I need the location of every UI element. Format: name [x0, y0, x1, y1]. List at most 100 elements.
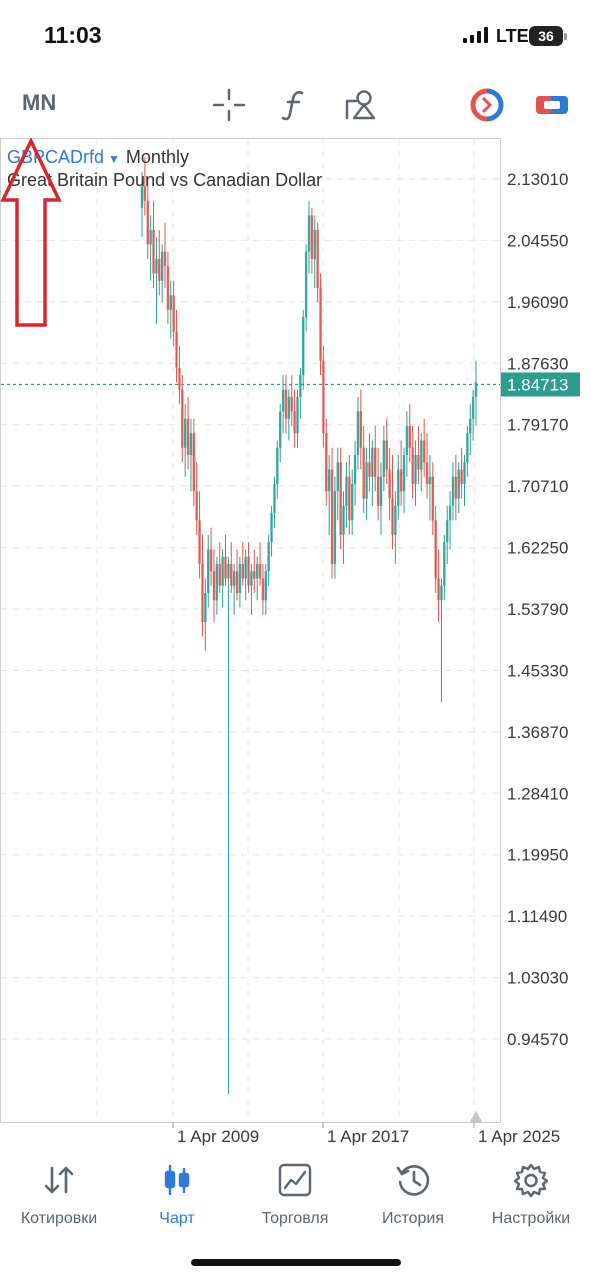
candle-body: [408, 425, 411, 448]
candle-body: [391, 498, 394, 535]
price-axis-label: 2.13010: [507, 170, 568, 189]
nav-trade[interactable]: Торговля: [236, 1162, 354, 1228]
candle-body: [215, 563, 219, 601]
candle-body: [457, 469, 460, 499]
candle-body: [345, 476, 348, 506]
candle-body: [204, 592, 207, 623]
candle-body: [293, 411, 296, 434]
candle-body: [325, 433, 328, 492]
candle-body: [399, 469, 403, 492]
candle-body: [397, 469, 400, 506]
candle-body: [281, 389, 285, 412]
candle-body: [192, 433, 196, 492]
nav-settings[interactable]: Настройки: [472, 1162, 590, 1228]
candle-body: [463, 462, 466, 485]
candle-body: [362, 447, 365, 499]
history-icon: [396, 1165, 430, 1196]
candle-body: [451, 476, 455, 506]
candle-body: [339, 462, 342, 535]
symbol-header[interactable]: GBPCADrfd ▼ Monthly: [7, 147, 189, 168]
candle-body: [414, 454, 417, 485]
price-chart[interactable]: 2.13010 2.04550 1.96090 1.87630 1.79170 1.707…: [0, 138, 591, 1150]
candle-body: [189, 433, 193, 455]
candle-body: [172, 295, 175, 332]
chart-shift-marker-icon[interactable]: [469, 1111, 483, 1123]
current-price-label: 1.84713: [507, 375, 568, 394]
price-axis-label: 1.87630: [507, 354, 568, 373]
candle-body: [163, 251, 167, 267]
time-axis-label: 1 Apr 2009: [177, 1127, 259, 1146]
candle-body: [330, 469, 334, 564]
candle-body: [267, 542, 270, 572]
candle-body: [238, 563, 242, 593]
nav-chart[interactable]: Чарт: [118, 1162, 236, 1228]
nav-label: Котировки: [20, 1210, 98, 1227]
candle-body: [241, 563, 244, 579]
candle-body: [420, 440, 423, 470]
candle-body: [276, 447, 279, 485]
price-axis-label: 1.45330: [507, 661, 568, 680]
candle-body: [388, 469, 391, 499]
candle-body: [218, 563, 221, 586]
candle-body: [264, 571, 268, 601]
symbol-dropdown-icon[interactable]: ▼: [108, 152, 120, 166]
nav-quotes[interactable]: Котировки: [0, 1162, 118, 1228]
price-axis-label: 1.19950: [507, 846, 568, 865]
candle-body: [454, 476, 458, 499]
toggle-icon[interactable]: [535, 88, 569, 122]
candle-body: [232, 571, 236, 586]
candle-body: [385, 440, 388, 470]
candle-body: [365, 462, 368, 499]
crosshair-icon[interactable]: [212, 88, 246, 122]
function-icon[interactable]: [278, 88, 312, 122]
candle-body: [160, 251, 164, 281]
candle-body: [431, 476, 435, 521]
nav-label: История: [381, 1210, 445, 1227]
time-axis-label: 1 Apr 2017: [327, 1127, 409, 1146]
candle-body: [143, 186, 147, 201]
symbol-description: Great Britain Pound vs Canadian Dollar: [7, 170, 323, 190]
signal-icon: [463, 27, 488, 43]
candle-body: [313, 229, 316, 259]
candle-body: [175, 331, 178, 368]
candle-body: [402, 454, 406, 492]
nav-history[interactable]: История: [354, 1162, 472, 1228]
price-axis-label: 1.53790: [507, 600, 568, 619]
candle-body: [166, 266, 170, 310]
trade-icon[interactable]: [470, 88, 504, 122]
candle-body: [474, 382, 478, 397]
candle-body: [201, 563, 204, 623]
settings-icon: [513, 1163, 549, 1198]
price-axis-label: 1.11490: [507, 907, 567, 926]
status-bar: 11:03 LTE 36: [0, 0, 591, 70]
candle-body: [290, 396, 293, 412]
candle-body: [437, 578, 440, 601]
candle-body: [422, 440, 426, 463]
price-axis-label: 1.96090: [507, 293, 568, 312]
candle-body: [235, 571, 239, 593]
candle-body: [446, 520, 449, 543]
candle-body: [428, 476, 432, 485]
candle-body: [411, 447, 414, 485]
price-axis-label: 1.28410: [507, 784, 568, 803]
arrow-annotation-icon: [0, 138, 62, 327]
candle-body: [379, 476, 383, 506]
bottom-navigation: Котировки Чарт Торговля История: [0, 1152, 591, 1232]
battery-icon: 36: [529, 26, 567, 46]
candle-body: [287, 396, 291, 419]
candle-body: [253, 571, 256, 579]
price-axis-label: 1.36870: [507, 723, 568, 742]
candle-body: [448, 505, 452, 521]
candle-body: [304, 251, 308, 318]
candle-body: [195, 491, 198, 521]
candle-body: [333, 491, 337, 564]
objects-icon[interactable]: [344, 88, 378, 122]
symbol-name[interactable]: GBPCADrfd: [7, 147, 105, 167]
quotes-icon: [44, 1166, 74, 1194]
candle-body: [258, 563, 262, 579]
status-time: 11:03: [44, 22, 102, 48]
candle-body: [212, 571, 216, 601]
candle-body: [247, 556, 250, 586]
candle-body: [261, 578, 265, 601]
timeframe-button[interactable]: MN: [22, 90, 57, 115]
